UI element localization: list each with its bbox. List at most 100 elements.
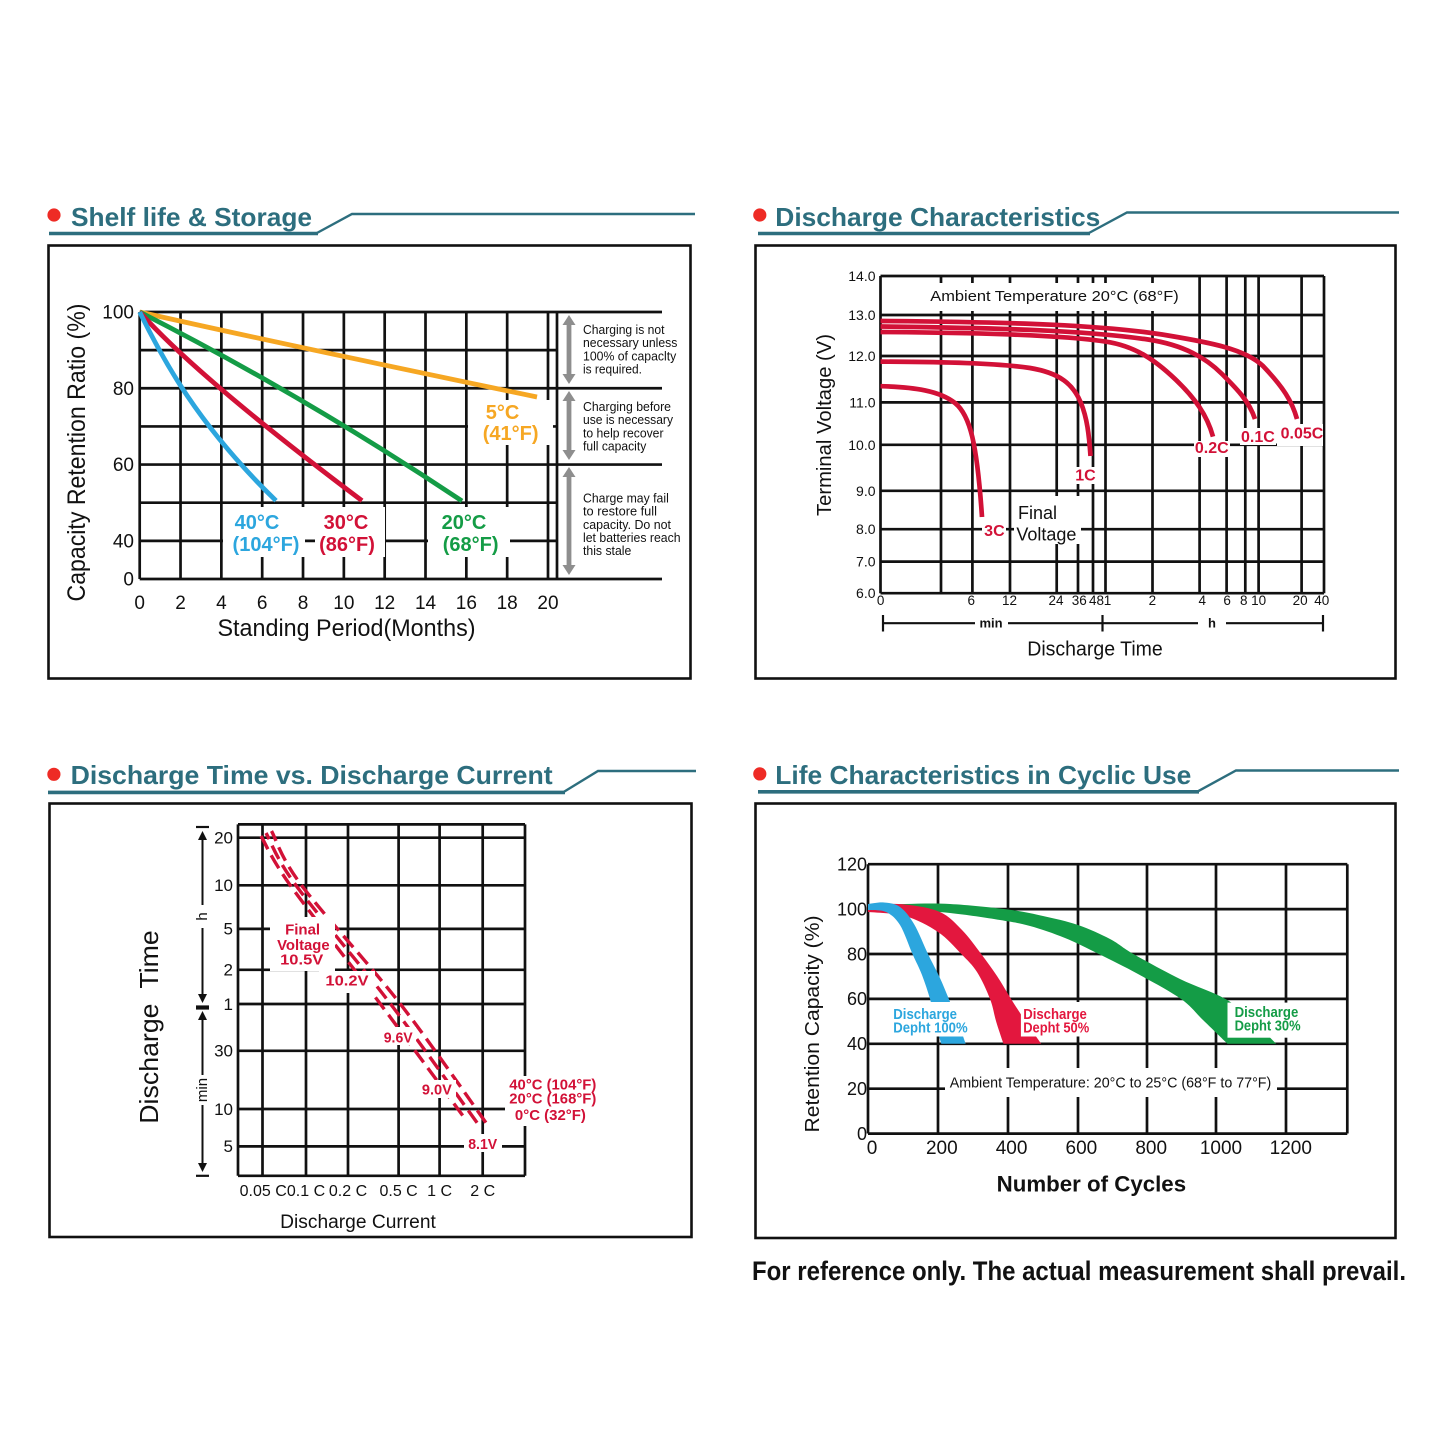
svg-text:Charging before: Charging before	[583, 399, 671, 414]
svg-text:0: 0	[134, 593, 145, 614]
svg-text:Ambient Temperature: 20°C to 2: Ambient Temperature: 20°C to 25°C (68°F …	[950, 1075, 1272, 1092]
svg-text:40°C (104°F): 40°C (104°F)	[509, 1077, 596, 1094]
svg-text:capacity. Do not: capacity. Do not	[583, 517, 671, 532]
svg-text:Discharge: Discharge	[1235, 1004, 1299, 1021]
svg-text:Final: Final	[1018, 503, 1057, 523]
svg-text:600: 600	[1066, 1138, 1098, 1159]
svg-text:let batteries reach: let batteries reach	[583, 530, 681, 545]
svg-text:Voltage: Voltage	[277, 937, 330, 954]
svg-text:Shelf life & Storage: Shelf life & Storage	[71, 202, 312, 232]
svg-text:20: 20	[1293, 593, 1308, 608]
svg-text:(68°F): (68°F)	[443, 534, 499, 556]
svg-text:to help recover: to help recover	[583, 425, 664, 440]
svg-text:Number of Cycles: Number of Cycles	[997, 1171, 1186, 1196]
svg-text:(86°F): (86°F)	[319, 534, 375, 556]
svg-text:20: 20	[214, 829, 233, 848]
svg-text:30°C: 30°C	[324, 512, 369, 534]
svg-text:Voltage: Voltage	[1016, 525, 1076, 545]
svg-text:20°C: 20°C	[442, 512, 487, 534]
svg-text:(104°F): (104°F)	[233, 534, 300, 556]
svg-text:0°C (32°F): 0°C (32°F)	[515, 1107, 586, 1124]
svg-text:60: 60	[113, 455, 134, 476]
svg-text:60: 60	[847, 989, 867, 1009]
svg-text:8: 8	[298, 593, 309, 614]
svg-text:4: 4	[216, 593, 227, 614]
svg-text:24: 24	[1048, 593, 1064, 608]
svg-text:100: 100	[102, 303, 134, 324]
svg-text:0.2C: 0.2C	[1195, 440, 1229, 457]
svg-text:Discharge Characteristics: Discharge Characteristics	[775, 202, 1100, 232]
svg-text:Ambient Temperature 20°C (68°F: Ambient Temperature 20°C (68°F)	[930, 288, 1179, 305]
svg-text:40: 40	[847, 1034, 867, 1054]
svg-text:0.05C: 0.05C	[1281, 426, 1324, 443]
svg-text:9.0V: 9.0V	[422, 1082, 452, 1099]
svg-text:800: 800	[1135, 1138, 1167, 1159]
svg-text:200: 200	[926, 1138, 958, 1159]
svg-text:Final: Final	[285, 922, 320, 939]
svg-text:h: h	[194, 912, 211, 920]
svg-text:min: min	[979, 616, 1002, 631]
svg-text:7.0: 7.0	[856, 554, 876, 570]
svg-text:1: 1	[224, 995, 233, 1014]
svg-text:5: 5	[224, 920, 233, 939]
svg-text:14.0: 14.0	[848, 268, 875, 284]
svg-text:20: 20	[537, 593, 558, 614]
svg-text:10.0: 10.0	[848, 437, 875, 453]
svg-text:80: 80	[847, 944, 867, 964]
svg-text:0: 0	[123, 570, 134, 591]
svg-text:Discharge Time vs. Discharge C: Discharge Time vs. Discharge Current	[71, 760, 553, 790]
svg-text:8.1V: 8.1V	[468, 1136, 497, 1153]
svg-text:For reference only. The actual: For reference only. The actual measureme…	[752, 1256, 1406, 1286]
svg-text:0: 0	[867, 1138, 878, 1159]
svg-text:120: 120	[837, 855, 867, 875]
svg-text:30: 30	[214, 1042, 233, 1061]
svg-text:use is necessary: use is necessary	[583, 412, 673, 427]
svg-text:1200: 1200	[1270, 1138, 1312, 1159]
svg-text:36: 36	[1072, 593, 1087, 608]
svg-text:necessary unless: necessary unless	[583, 335, 678, 350]
svg-text:min: min	[194, 1078, 211, 1102]
svg-text:10: 10	[333, 593, 354, 614]
svg-text:10: 10	[214, 876, 233, 895]
svg-text:2: 2	[1149, 593, 1157, 608]
svg-text:3C: 3C	[984, 523, 1005, 540]
svg-text:Depht 50%: Depht 50%	[1023, 1019, 1089, 1036]
svg-text:13.0: 13.0	[848, 307, 875, 323]
svg-text:100% of capaclty: 100% of capaclty	[583, 348, 677, 363]
svg-text:Depht 100%: Depht 100%	[893, 1019, 967, 1036]
svg-text:2: 2	[175, 593, 186, 614]
svg-text:1C: 1C	[1075, 468, 1096, 485]
svg-text:6: 6	[1223, 593, 1231, 608]
svg-text:to restore full: to restore full	[583, 504, 657, 519]
svg-text:400: 400	[996, 1138, 1028, 1159]
svg-text:full capacity: full capacity	[583, 439, 647, 454]
svg-text:(41°F): (41°F)	[483, 423, 539, 445]
svg-text:40: 40	[113, 532, 134, 553]
svg-text:20°C (168°F): 20°C (168°F)	[509, 1090, 596, 1107]
svg-text:Charge may fail: Charge may fail	[583, 490, 669, 505]
svg-text:h: h	[1208, 616, 1216, 631]
svg-text:10: 10	[214, 1100, 233, 1119]
svg-text:Discharge: Discharge	[893, 1006, 957, 1023]
svg-text:is required.: is required.	[583, 362, 642, 377]
svg-text:12: 12	[1002, 593, 1017, 608]
svg-text:Discharge Current: Discharge Current	[280, 1212, 436, 1233]
svg-text:0: 0	[857, 1124, 867, 1144]
svg-text:Retention Capacity (%): Retention Capacity (%)	[802, 916, 824, 1133]
svg-text:40°C: 40°C	[235, 512, 280, 534]
svg-text:Discharge: Discharge	[1023, 1006, 1087, 1023]
svg-text:Life Characteristics in Cyclic: Life Characteristics in Cyclic Use	[775, 760, 1191, 790]
svg-text:48: 48	[1089, 593, 1104, 608]
svg-text:100: 100	[837, 899, 867, 919]
svg-text:8: 8	[1240, 593, 1248, 608]
svg-text:0.1C: 0.1C	[1241, 429, 1275, 446]
svg-text:1000: 1000	[1200, 1138, 1242, 1159]
svg-text:Depht 30%: Depht 30%	[1235, 1018, 1301, 1035]
svg-text:2 C: 2 C	[470, 1183, 495, 1200]
svg-text:9.6V: 9.6V	[384, 1029, 413, 1046]
svg-text:Discharge Time: Discharge Time	[1027, 638, 1163, 660]
svg-text:0.05 C: 0.05 C	[240, 1183, 287, 1200]
svg-text:1 C: 1 C	[427, 1183, 452, 1200]
svg-text:14: 14	[415, 593, 437, 614]
svg-text:6: 6	[257, 593, 268, 614]
